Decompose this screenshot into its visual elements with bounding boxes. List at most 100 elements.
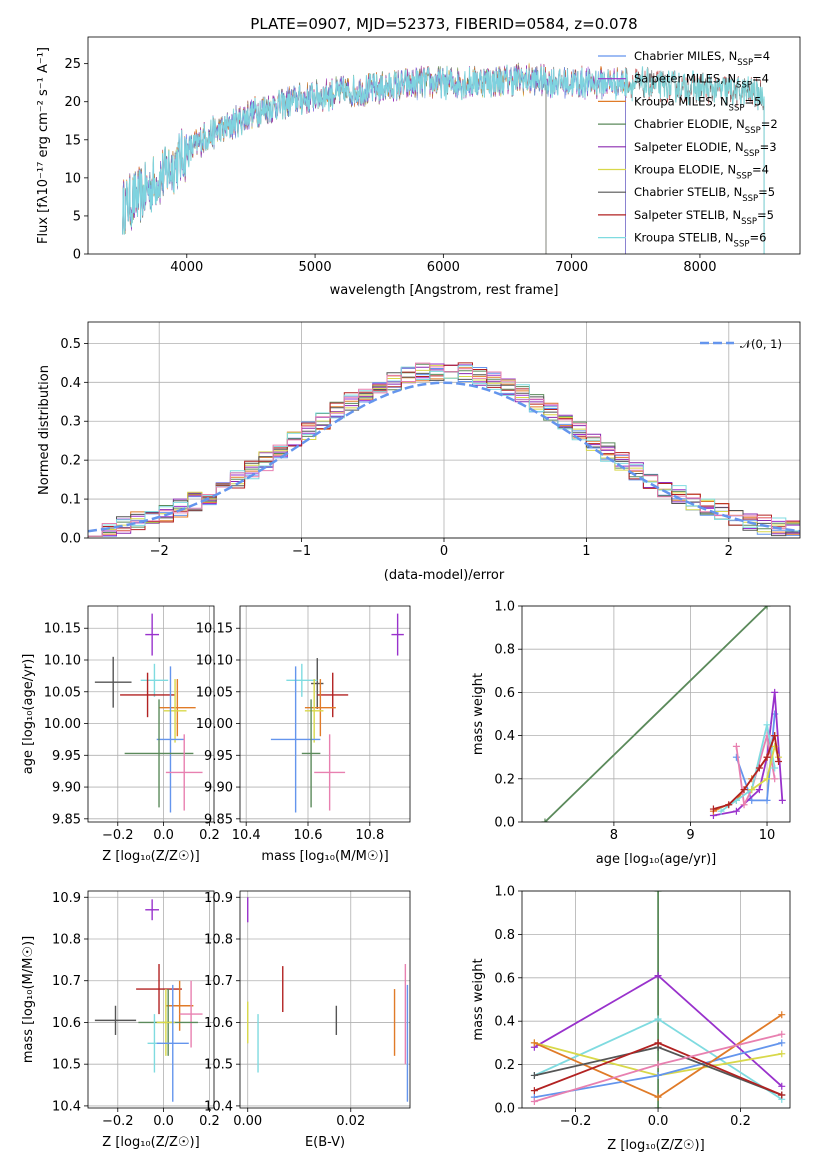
x-tick-label: 6000 xyxy=(427,260,460,275)
weight-marker xyxy=(654,1061,662,1069)
weight-marker xyxy=(654,1071,662,1079)
legend-entry: Kroupa MILES, NSSP=5 xyxy=(634,94,761,113)
y-axis-label: age [log₁₀(age/yr)] xyxy=(21,654,36,775)
x-tick-label: 10 xyxy=(759,828,776,843)
y-tick-label: 10.15 xyxy=(44,622,81,637)
weight-line xyxy=(713,692,784,817)
plot-area xyxy=(270,613,404,813)
plot-area xyxy=(94,899,203,1102)
weight-marker xyxy=(771,775,779,783)
weight-marker xyxy=(778,1091,786,1099)
weight-marker xyxy=(709,805,717,813)
spectrum-line xyxy=(122,66,626,254)
legend-entry: Salpeter STELIB, NSSP=5 xyxy=(634,208,774,227)
y-tick-label: 10.8 xyxy=(52,932,81,947)
weight-marker xyxy=(771,688,779,696)
y-tick-label: 10.7 xyxy=(52,974,81,989)
x-tick-label: 0.2 xyxy=(199,828,220,843)
y-tick-label: 10.4 xyxy=(52,1099,81,1114)
x-tick-label: −0.2 xyxy=(102,828,134,843)
weight-marker xyxy=(755,764,763,772)
legend-entry: Chabrier MILES, NSSP=4 xyxy=(634,49,770,68)
x-tick-label: 0.2 xyxy=(199,1114,220,1129)
weight-marker xyxy=(654,1039,662,1047)
x-tick-label: −2 xyxy=(150,544,169,559)
y-axis-label: Flux [fλ10⁻¹⁷ erg cm⁻² s⁻¹ A⁻¹] xyxy=(36,47,51,244)
y-tick-label: 0.2 xyxy=(494,772,515,787)
weight-marker xyxy=(778,796,786,804)
weight-marker xyxy=(778,1011,786,1019)
y-axis-label: mass [log₁₀(M/M☉)] xyxy=(21,936,36,1063)
panel-mass-vs-Z: −0.2 0.0 0.2 10.4 10.5 10.6 10.7 10.8 10.9 Z [log… xyxy=(21,890,220,1150)
axes-frame xyxy=(87,605,215,823)
y-tick-label: 0.0 xyxy=(494,1102,515,1117)
y-tick-label: 10.8 xyxy=(204,932,233,947)
y-tick-label: 9.95 xyxy=(52,749,81,764)
y-axis-label: mass weight xyxy=(471,958,486,1040)
y-tick-label: 5 xyxy=(73,209,81,224)
x-tick-label: 0.00 xyxy=(233,1114,262,1129)
x-axis-label: Z [log₁₀(Z/Z☉)] xyxy=(607,1138,704,1153)
x-tick-label: 8 xyxy=(610,828,618,843)
x-tick-label: 5000 xyxy=(299,260,332,275)
y-tick-label: 0.8 xyxy=(494,928,515,943)
weight-marker xyxy=(763,775,771,783)
y-tick-label: 0 xyxy=(73,248,81,263)
x-tick-label: 10.6 xyxy=(294,828,323,843)
legend-entry: Kroupa STELIB, NSSP=6 xyxy=(634,231,766,250)
weight-marker xyxy=(748,786,756,794)
y-tick-label: 10.10 xyxy=(196,654,233,669)
y-tick-label: 10.7 xyxy=(204,974,233,989)
weight-marker xyxy=(771,764,779,772)
weight-marker xyxy=(654,1093,662,1101)
x-tick-label: 0.0 xyxy=(648,1114,669,1129)
weight-marker xyxy=(763,753,771,761)
y-tick-label: 9.90 xyxy=(204,781,233,796)
y-tick-label: 10.9 xyxy=(52,891,81,906)
weight-marker xyxy=(654,1015,662,1023)
weight-marker xyxy=(755,786,763,794)
y-tick-label: 0.5 xyxy=(60,337,81,352)
plot-area xyxy=(247,897,409,1102)
weight-marker xyxy=(732,742,740,750)
y-tick-label: 0.2 xyxy=(494,1058,515,1073)
axes-frame xyxy=(87,36,801,255)
y-tick-label: 20 xyxy=(64,95,81,110)
weight-line xyxy=(544,606,768,822)
y-tick-label: 0.4 xyxy=(60,376,81,391)
axes-frame xyxy=(239,605,411,823)
axes-frame xyxy=(87,890,215,1109)
weight-marker xyxy=(530,1087,538,1095)
panel-age-vs-Z: −0.2 0.0 0.2 9.85 9.90 9.95 10.00 10.05 10.10 10.… xyxy=(21,605,220,864)
y-tick-label: 0.3 xyxy=(60,415,81,430)
weight-marker xyxy=(763,796,771,804)
y-tick-label: 15 xyxy=(64,133,81,148)
weight-marker xyxy=(775,758,783,766)
x-tick-label: 10.8 xyxy=(355,828,384,843)
weight-marker xyxy=(654,972,662,980)
y-tick-label: 10.05 xyxy=(196,685,233,700)
y-tick-label: 25 xyxy=(64,57,81,72)
weight-marker xyxy=(530,1039,538,1047)
x-tick-label: 2 xyxy=(725,544,733,559)
plot-area xyxy=(94,613,203,813)
plot-area xyxy=(530,891,786,1108)
x-tick-label: 10.4 xyxy=(232,828,261,843)
y-tick-label: 0.0 xyxy=(60,532,81,547)
x-tick-label: 0 xyxy=(440,544,448,559)
figure-title: PLATE=0907, MJD=52373, FIBERID=0584, z=0… xyxy=(250,15,637,33)
legend-entry: Salpeter MILES, NSSP=4 xyxy=(634,72,769,91)
y-tick-label: 0.6 xyxy=(494,686,515,701)
x-tick-label: −0.2 xyxy=(102,1114,134,1129)
plot-area xyxy=(122,62,765,254)
y-tick-label: 9.95 xyxy=(204,749,233,764)
weight-marker xyxy=(778,1039,786,1047)
x-tick-label: 0.0 xyxy=(153,828,174,843)
y-tick-label: 1.0 xyxy=(494,600,515,615)
weight-marker xyxy=(541,818,549,822)
plot-area xyxy=(541,606,786,822)
weight-marker xyxy=(763,606,771,610)
axes-frame xyxy=(521,890,791,1109)
panel-age-vs-mass: 10.4 10.6 10.8 9.85 9.90 9.95 10.00 10.05 10.10 1… xyxy=(196,605,411,864)
